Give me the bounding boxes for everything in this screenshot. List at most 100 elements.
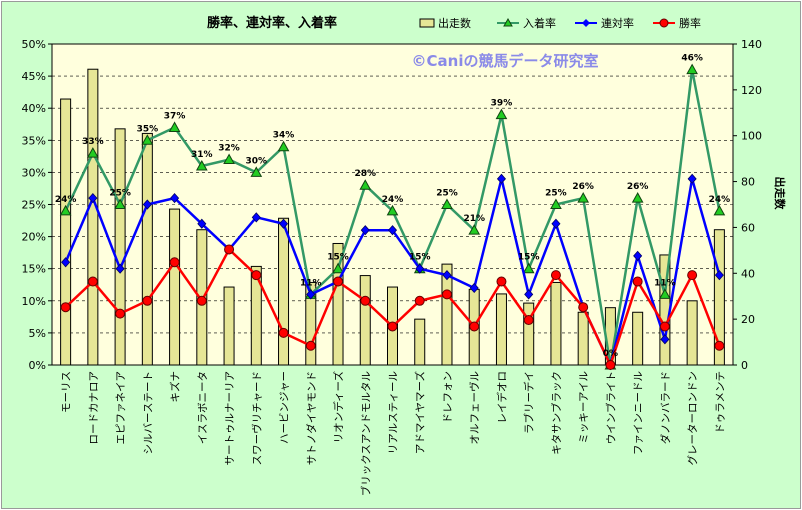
y-tick-label: 10% (22, 295, 46, 308)
y-tick-label: 25% (22, 199, 46, 212)
bar-starts (441, 263, 453, 366)
legend: 出走数 入着率 連対率 勝率 (419, 16, 701, 30)
category-label: スワーヴリチャード (250, 371, 263, 465)
point-shoritsu (496, 276, 507, 287)
point-shoritsu (87, 276, 98, 287)
category-label: アドマイヤマーズ (414, 371, 427, 454)
y-tick-label: 40% (22, 102, 46, 115)
point-nyuchaku (195, 159, 208, 171)
data-label: 31% (191, 150, 213, 160)
point-rentai (687, 173, 697, 184)
point-shoritsu (441, 289, 452, 300)
data-label: 15% (409, 253, 431, 263)
point-rentai (714, 270, 724, 281)
category-label: グレーターロンドン (686, 371, 699, 466)
category-label: ラブリーデイ (523, 371, 536, 434)
category-label: ブリックスアンドモルタル (359, 371, 372, 496)
legend-marker-nyuchaku (503, 17, 513, 27)
category-label: サトノダイヤモンド (305, 371, 318, 465)
bar-starts (223, 286, 235, 366)
point-nyuchaku (495, 108, 508, 120)
point-nyuchaku (441, 198, 453, 209)
data-label: 0% (603, 349, 618, 359)
point-shoritsu (550, 270, 561, 281)
point-nyuchaku (631, 192, 644, 203)
point-shoritsu (414, 295, 425, 306)
category-label: シルバーステート (142, 371, 154, 454)
bar-starts (550, 281, 562, 366)
point-nyuchaku (386, 204, 399, 216)
bar-starts (686, 300, 698, 366)
point-nyuchaku (577, 192, 590, 203)
point-rentai (360, 225, 370, 236)
point-nyuchaku (522, 262, 535, 274)
point-shoritsu (142, 295, 153, 306)
point-rentai (88, 192, 98, 204)
watermark: ©Caniの競馬データ研究室 (412, 52, 599, 70)
legend-label-rentai: 連対率 (601, 16, 634, 30)
bar-starts (278, 217, 290, 366)
point-rentai (251, 212, 261, 223)
y-tick-label: 50% (22, 38, 46, 51)
point-shoritsu (687, 270, 698, 281)
data-label: 32% (218, 144, 240, 154)
legend-marker-rentai (582, 19, 590, 27)
point-nyuchaku (87, 147, 99, 158)
data-label: 24% (55, 195, 77, 205)
point-nyuchaku (277, 140, 290, 152)
point-rentai (633, 250, 643, 261)
point-nyuchaku (223, 153, 235, 165)
bar-starts (250, 265, 262, 366)
category-label: ハービンジャー (279, 371, 291, 444)
line-series (59, 63, 726, 371)
point-rentai (469, 282, 479, 294)
point-rentai (197, 218, 207, 229)
y2-tick-label: 60 (741, 221, 755, 234)
point-nyuchaku (141, 134, 154, 145)
point-rentai (415, 263, 425, 274)
point-shoritsu (224, 244, 235, 255)
point-shoritsu (333, 276, 344, 287)
data-label: 25% (436, 189, 458, 199)
bar-starts (577, 311, 589, 366)
bar-starts (87, 68, 99, 366)
category-label: サートゥルナーリア (224, 371, 236, 466)
data-label: 15% (327, 253, 349, 263)
x-axis-categories: モーリス ロードカナロア エピファネイア シルバーステート キズナ イスラボニータ サートゥ… (61, 371, 727, 496)
point-rentai (61, 257, 71, 268)
data-label: 24% (709, 195, 731, 205)
y2-tick-label: 140 (741, 38, 762, 51)
point-nyuchaku (114, 198, 126, 209)
point-rentai (306, 289, 316, 300)
point-shoritsu (387, 321, 398, 332)
point-shoritsu (578, 302, 589, 313)
legend-label-nyuchaku: 入着率 (523, 16, 556, 30)
point-rentai (170, 192, 180, 204)
y2-tick-label: 100 (741, 130, 762, 143)
data-label: 11% (300, 278, 322, 288)
category-label: ウインブライト (604, 371, 617, 444)
point-rentai (496, 173, 506, 184)
y2-tick-label: 120 (741, 84, 762, 97)
point-rentai (660, 334, 670, 345)
category-label: ドゥラメンテ (714, 371, 726, 434)
point-rentai (142, 199, 152, 210)
y2-tick-label: 0 (741, 359, 748, 372)
point-shoritsu (469, 321, 480, 332)
legend-label-starts: 出走数 (438, 16, 471, 30)
data-label: 34% (273, 131, 295, 141)
bar-starts (141, 132, 153, 366)
data-label: 21% (463, 214, 485, 224)
bar-starts (523, 302, 535, 366)
category-label: エピファネイア (115, 371, 127, 445)
data-label: 26% (572, 182, 594, 192)
category-label: オルフェーヴル (468, 371, 481, 445)
y-tick-label: 35% (22, 134, 46, 147)
point-nyuchaku (659, 288, 671, 299)
point-shoritsu (196, 295, 207, 306)
y-tick-label: 30% (22, 166, 46, 179)
category-label: キタサンブラック (550, 371, 563, 455)
bar-starts (169, 208, 181, 366)
y-tick-label: 5% (29, 327, 46, 340)
point-shoritsu (605, 360, 616, 370)
